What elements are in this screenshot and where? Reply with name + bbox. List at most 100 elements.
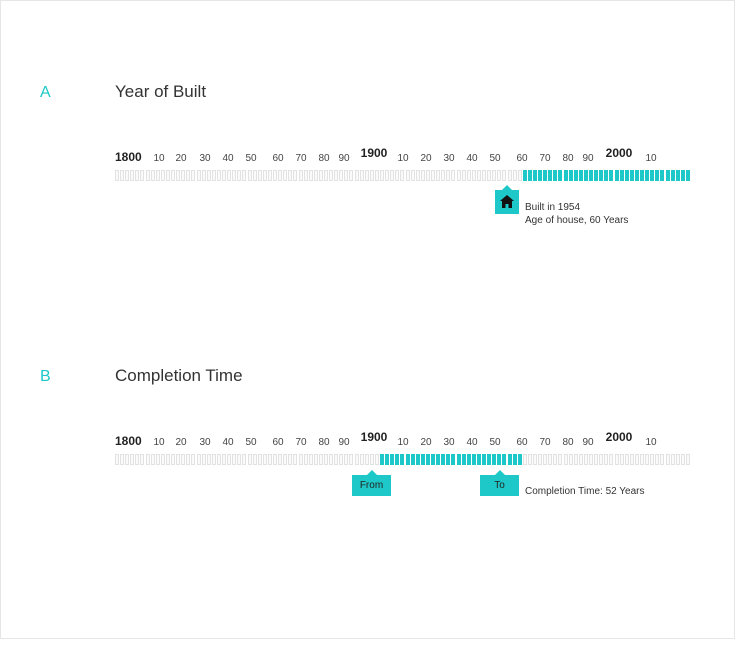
year-tick-label: 20 <box>175 153 187 164</box>
track-segment <box>640 454 645 465</box>
year-tick-label: 10 <box>397 153 409 164</box>
year-tick-label: 30 <box>443 153 455 164</box>
track-segment <box>624 170 629 181</box>
track-segment <box>532 170 537 181</box>
track-segment <box>650 454 655 465</box>
track-segment <box>140 170 145 181</box>
house-icon <box>500 195 514 208</box>
track-segment <box>323 170 328 181</box>
track-segment <box>334 170 339 181</box>
track-segment <box>222 454 227 465</box>
track-segment <box>619 170 624 181</box>
track-segment <box>466 454 471 465</box>
year-tick-label: 1800 <box>115 434 142 448</box>
track-segment <box>150 454 155 465</box>
track-segment <box>670 170 675 181</box>
track-segment <box>609 454 614 465</box>
year-tick-label: 80 <box>562 153 574 164</box>
track-segment <box>492 170 497 181</box>
track-segment <box>573 454 578 465</box>
section-letter: B <box>40 368 51 385</box>
track-segment <box>451 170 456 181</box>
track-segment <box>436 454 441 465</box>
to-handle[interactable]: To <box>480 470 519 496</box>
track-segment <box>115 170 119 181</box>
year-tick-label: 50 <box>245 153 257 164</box>
track-segment <box>553 170 558 181</box>
track-segment <box>165 170 170 181</box>
page-frame <box>0 0 735 639</box>
track-segment <box>308 170 313 181</box>
track-segment <box>257 454 262 465</box>
track-segment <box>446 170 451 181</box>
track-segment <box>278 454 283 465</box>
track-segment <box>237 170 242 181</box>
track-segment <box>165 454 170 465</box>
track-segment <box>410 170 415 181</box>
track-segment <box>507 170 512 181</box>
track-segment <box>354 454 359 465</box>
track-segment <box>558 454 563 465</box>
year-slider-track[interactable] <box>115 170 691 181</box>
track-segment <box>298 170 303 181</box>
track-segment <box>232 170 237 181</box>
track-segment <box>211 454 216 465</box>
track-segment <box>466 170 471 181</box>
track-segment <box>604 454 609 465</box>
track-segment <box>548 170 553 181</box>
year-tick-label: 1800 <box>115 150 142 164</box>
track-segment <box>670 454 675 465</box>
track-segment <box>446 454 451 465</box>
from-handle[interactable]: From <box>352 470 391 496</box>
track-segment <box>425 170 430 181</box>
track-segment <box>227 170 232 181</box>
built-year-text: Built in 1954 <box>525 202 581 213</box>
track-segment <box>344 170 349 181</box>
track-segment <box>461 454 466 465</box>
year-tick-label: 90 <box>338 437 350 448</box>
track-segment <box>242 170 247 181</box>
built-year-handle[interactable] <box>495 185 519 214</box>
track-segment <box>206 454 211 465</box>
track-segment <box>293 454 298 465</box>
track-segment <box>400 454 405 465</box>
track-segment <box>267 454 272 465</box>
track-segment <box>685 454 690 465</box>
year-tick-label: 40 <box>222 437 234 448</box>
track-segment <box>125 454 130 465</box>
track-segment <box>374 170 379 181</box>
track-segment <box>206 170 211 181</box>
track-segment <box>257 170 262 181</box>
track-segment <box>298 454 303 465</box>
track-segment <box>655 170 660 181</box>
track-segment <box>145 170 150 181</box>
year-tick-label: 10 <box>397 437 409 448</box>
year-tick-label: 2000 <box>605 430 633 444</box>
section-title: Year of Built <box>115 82 207 101</box>
track-segment <box>216 170 221 181</box>
track-segment <box>594 454 599 465</box>
track-segment <box>323 454 328 465</box>
track-segment <box>334 454 339 465</box>
track-segment <box>155 454 160 465</box>
year-tick-label: 60 <box>272 437 284 448</box>
track-segment <box>201 170 206 181</box>
track-segment <box>634 454 639 465</box>
track-segment <box>369 170 374 181</box>
track-segment <box>563 170 568 181</box>
range-slider-track[interactable] <box>115 454 691 465</box>
track-segment <box>441 170 446 181</box>
year-tick-label: 20 <box>420 437 432 448</box>
year-tick-label: 2000 <box>605 146 633 160</box>
track-segment <box>431 454 436 465</box>
year-tick-label: 50 <box>489 437 501 448</box>
track-segment <box>278 170 283 181</box>
track-segment <box>369 454 374 465</box>
track-segment <box>502 454 507 465</box>
track-segment <box>532 454 537 465</box>
track-segment <box>359 170 364 181</box>
track-segment <box>181 454 186 465</box>
year-tick-label: 90 <box>582 437 594 448</box>
track-segment <box>441 454 446 465</box>
track-segment <box>482 170 486 181</box>
